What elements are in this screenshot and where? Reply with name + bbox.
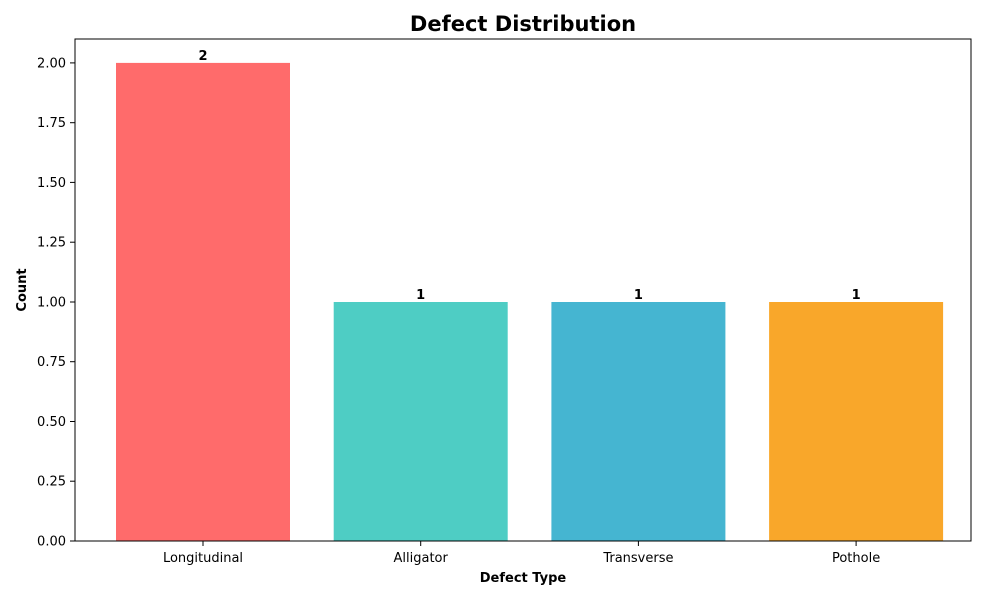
bar-labels-group: 2 1 1 1 [198, 49, 860, 303]
y-tick-label: 2.00 [37, 56, 66, 71]
chart-title: Defect Distribution [410, 12, 636, 36]
x-axis: Longitudinal Alligator Transverse Pothole [163, 541, 880, 566]
x-tick-label: Longitudinal [163, 551, 243, 566]
y-tick-label: 1.75 [37, 116, 66, 131]
y-axis-label: Count [15, 268, 30, 311]
data-label-transverse: 1 [634, 288, 643, 303]
y-tick-label: 1.25 [37, 236, 66, 251]
data-label-longitudinal: 2 [198, 49, 207, 64]
bars-group [116, 62, 944, 542]
y-tick-label: 0.00 [37, 535, 66, 550]
bar-longitudinal [116, 62, 290, 542]
data-label-pothole: 1 [852, 288, 861, 303]
bar-pothole [769, 302, 944, 541]
bar-transverse [551, 302, 726, 541]
y-tick-label: 1.50 [37, 176, 66, 191]
x-axis-label: Defect Type [480, 571, 567, 586]
y-tick-label: 0.75 [37, 355, 66, 370]
x-tick-label: Transverse [602, 551, 673, 566]
y-axis: 0.00 0.25 0.50 0.75 1.00 1.25 1.50 1.75 2.00 [37, 56, 75, 550]
bar-alligator [333, 302, 508, 541]
data-label-alligator: 1 [416, 288, 425, 303]
y-tick-label: 1.00 [37, 296, 66, 311]
y-tick-label: 0.25 [37, 475, 66, 490]
x-tick-label: Pothole [832, 551, 880, 566]
x-tick-label: Alligator [394, 551, 449, 566]
plot-frame [74, 38, 972, 542]
y-tick-label: 0.50 [37, 415, 66, 430]
